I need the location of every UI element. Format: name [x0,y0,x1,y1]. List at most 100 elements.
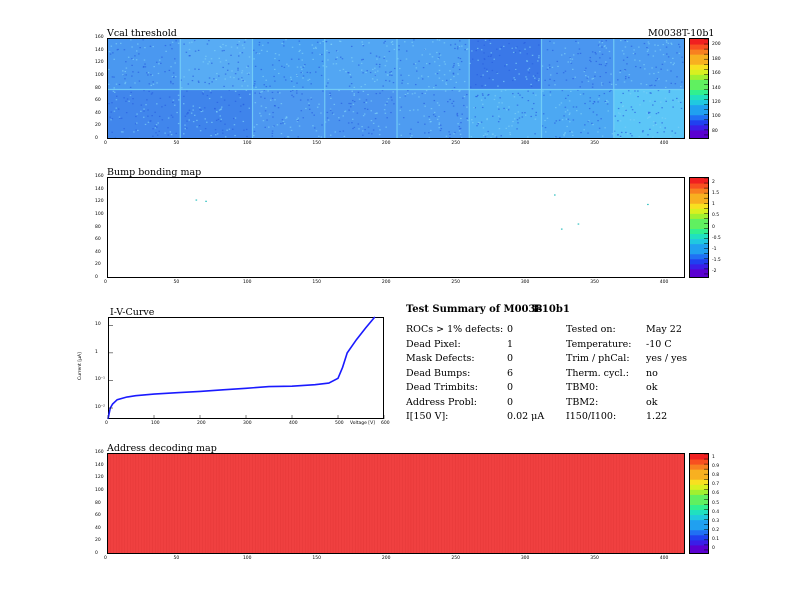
vcal-pixel-noise [622,115,625,117]
vcal-pixel-noise [272,116,274,118]
vcal-pixel-noise [232,85,234,87]
vcal-pixel-noise [502,45,505,47]
vcal-pixel-noise [404,95,407,97]
vcal-roc-block [469,89,542,138]
vcal-pixel-noise [413,63,415,65]
vcal-pixel-noise [579,52,582,54]
vcal-pixel-noise [353,100,356,103]
vcal-pixel-noise [125,112,128,114]
vcal-pixel-noise [434,73,437,75]
vcal-pixel-noise [642,130,644,132]
vcal-pixel-noise [526,78,528,80]
addr-colorbar [689,453,709,554]
vcal-pixel-noise [469,86,472,88]
vcal-pixel-noise [118,83,121,86]
iv-x-tick: 300 [243,421,252,426]
vcal-pixel-noise [532,75,535,77]
vcal-pixel-noise [368,42,370,44]
vcal-pixel-noise [172,72,175,74]
vcal-pixel-noise [125,67,128,69]
vcal-pixel-noise [549,67,551,69]
vcal-y-tick: 60 [95,98,101,104]
vcal-pixel-noise [372,129,375,131]
vcal-pixel-noise [342,68,345,70]
vcal-pixel-noise [258,44,261,46]
vcal-pixel-noise [534,77,536,79]
vcal-pixel-noise [572,106,575,108]
vcal-pixel-noise [462,97,464,99]
vcal-pixel-noise [152,81,154,83]
vcal-pixel-noise [456,112,459,115]
vcal-pixel-noise [246,66,248,68]
vcal-pixel-noise [617,79,619,81]
vcal-pixel-noise [360,86,363,88]
vcal-pixel-noise [110,111,112,113]
vcal-pixel-noise [393,67,396,70]
vcal-pixel-noise [430,108,433,110]
bump-y-tick: 40 [95,249,101,255]
vcal-pixel-noise [604,45,606,47]
vcal-pixel-noise [210,134,212,137]
vcal-pixel-noise [483,58,486,60]
vcal-pixel-noise [137,71,140,73]
vcal-pixel-noise [126,98,129,100]
vcal-pixel-noise [568,100,571,102]
vcal-pixel-noise [529,46,531,48]
vcal-pixel-noise [514,68,517,70]
summary-value: 0 [507,324,514,335]
vcal-pixel-noise [353,94,355,96]
vcal-pixel-noise [262,120,265,122]
vcal-pixel-noise [168,96,171,98]
vcal-pixel-noise [282,120,285,122]
vcal-pixel-noise [678,52,681,55]
summary-label2: Trim / phCal: [566,353,630,364]
vcal-pixel-noise [404,41,406,43]
vcal-pixel-noise [475,49,478,52]
vcal-pixel-noise [111,118,114,120]
vcal-pixel-noise [639,104,641,106]
vcal-pixel-noise [177,94,180,96]
vcal-pixel-noise [186,90,188,92]
colorbar-segment [690,54,708,60]
addr-y-tick: 0 [95,551,98,556]
vcal-pixel-noise [319,42,321,44]
vcal-pixel-noise [498,108,500,110]
vcal-pixel-noise [434,61,436,63]
vcal-pixel-noise [215,78,217,81]
vcal-pixel-noise [300,110,303,112]
vcal-pixel-noise [496,106,499,108]
vcal-pixel-noise [654,84,656,87]
vcal-pixel-noise [681,61,684,63]
vcal-pixel-noise [202,93,204,95]
vcal-pixel-noise [519,52,522,54]
vcal-pixel-noise [118,116,121,118]
vcal-pixel-noise [473,107,475,109]
vcal-pixel-noise [584,102,586,105]
vcal-pixel-noise [108,68,110,71]
vcal-pixel-noise [122,70,124,72]
vcal-pixel-noise [211,62,213,64]
vcal-pixel-noise [321,124,323,126]
vcal-pixel-noise [438,39,441,41]
vcal-pixel-noise [129,86,132,88]
vcal-pixel-noise [421,92,423,95]
vcal-pixel-noise [113,76,115,78]
vcal-pixel-noise [661,117,664,119]
colorbar-segment [690,198,708,204]
vcal-pixel-noise [218,57,221,59]
vcal-pixel-noise [111,76,114,78]
vcal-pixel-noise [452,72,455,74]
bump-y-tick: 80 [95,224,101,230]
vcal-pixel-noise [259,112,261,114]
vcal-pixel-noise [587,120,590,123]
vcal-pixel-noise [210,58,213,60]
vcal-pixel-noise [277,91,279,93]
vcal-pixel-noise [518,73,520,75]
vcal-pixel-noise [261,91,263,93]
vcal-pixel-noise [182,103,185,105]
vcal-pixel-noise [258,52,261,55]
vcal-pixel-noise [648,116,650,118]
summary-label2: I150/I100: [566,411,617,422]
vcal-pixel-noise [508,42,510,45]
vcal-pixel-noise [405,58,408,60]
